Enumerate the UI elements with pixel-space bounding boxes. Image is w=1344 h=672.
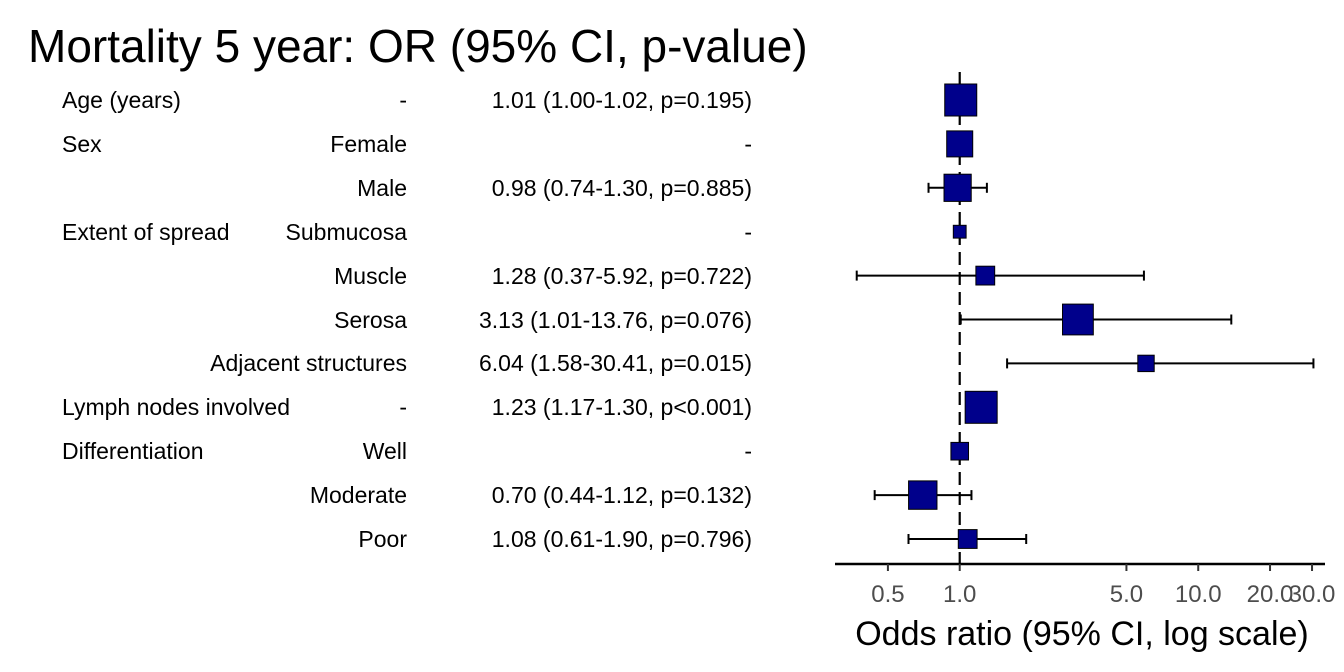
row-result-label: 1.08 (0.61-1.90, p=0.796) <box>491 526 752 552</box>
chart-title: Mortality 5 year: OR (95% CI, p-value) <box>28 20 808 72</box>
forest-point <box>964 390 998 424</box>
forest-point <box>873 480 973 510</box>
row-result-label: - <box>744 438 752 465</box>
row-result-label: 3.13 (1.01-13.76, p=0.076) <box>478 306 752 333</box>
row-variable-label: Lymph nodes involved <box>62 394 291 421</box>
or-marker <box>944 83 978 117</box>
row-level-label: Serosa <box>334 306 407 333</box>
x-axis-title: Odds ratio (95% CI, log scale) <box>855 615 1309 653</box>
forest-point <box>855 265 1145 286</box>
x-tick-label: 20.0 <box>1247 581 1294 608</box>
row-result-label: 1.28 (0.37-5.92, p=0.722) <box>491 262 752 289</box>
row-result-label: - <box>744 218 752 245</box>
row-variable-label: Differentiation <box>62 438 204 465</box>
row-level-label: Male <box>357 174 407 201</box>
forest-point <box>927 173 988 202</box>
or-marker <box>957 529 978 549</box>
row-level-label: Female <box>330 130 407 157</box>
forest-point <box>907 529 1028 549</box>
row-level-label: - <box>399 394 407 421</box>
forest-point <box>959 303 1233 336</box>
or-marker <box>908 480 938 510</box>
forest-point <box>946 130 974 158</box>
forest-point <box>952 224 967 239</box>
or-marker <box>946 130 974 158</box>
or-marker <box>975 265 996 286</box>
row-result-label: 1.23 (1.17-1.30, p<0.001) <box>491 394 752 421</box>
x-tick-label: 10.0 <box>1175 581 1222 608</box>
row-level-label: - <box>399 87 407 113</box>
row-result-label: 6.04 (1.58-30.41, p=0.015) <box>478 350 752 377</box>
or-marker <box>950 441 970 461</box>
or-marker <box>1137 354 1155 373</box>
or-marker <box>943 173 972 202</box>
row-level-label: Moderate <box>309 482 407 509</box>
row-variable-label: Age (years) <box>62 87 181 113</box>
row-result-label: 0.70 (0.44-1.12, p=0.132) <box>491 482 752 509</box>
row-level-label: Well <box>362 438 407 465</box>
x-tick-label: 5.0 <box>1110 581 1143 608</box>
x-tick-label: 30.0 <box>1289 581 1336 608</box>
row-level-label: Muscle <box>334 262 407 289</box>
x-tick-label: 1.0 <box>943 581 976 608</box>
or-marker <box>964 390 998 424</box>
x-tick-label: 0.5 <box>871 581 904 608</box>
row-level-label: Adjacent structures <box>210 350 407 377</box>
forest-point <box>1006 354 1315 373</box>
forest-point <box>944 83 978 117</box>
row-level-label: Poor <box>358 526 407 552</box>
row-result-label: 0.98 (0.74-1.30, p=0.885) <box>491 174 752 201</box>
or-marker <box>952 224 967 239</box>
row-result-label: 1.01 (1.00-1.02, p=0.195) <box>491 87 752 113</box>
row-level-label: Submucosa <box>285 218 407 245</box>
forest-point <box>950 441 970 461</box>
row-variable-label: Extent of spread <box>62 218 230 245</box>
row-variable-label: Sex <box>62 130 102 157</box>
or-marker <box>1062 303 1094 336</box>
row-result-label: - <box>744 130 752 157</box>
